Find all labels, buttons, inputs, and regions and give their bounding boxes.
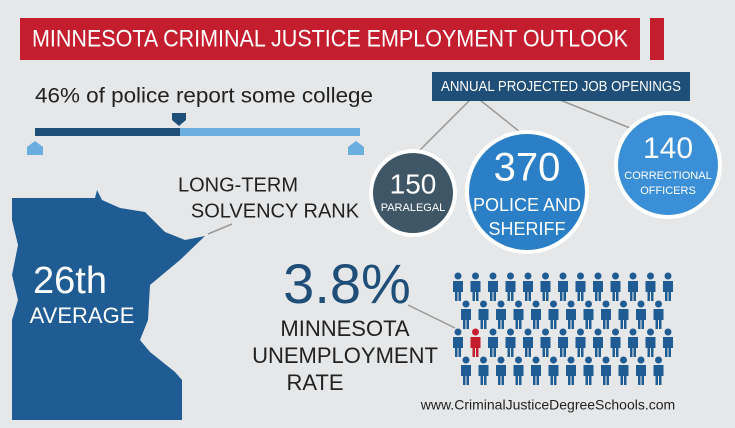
person-icon xyxy=(575,272,586,301)
person-icon xyxy=(470,328,481,357)
openings-label: PARALEGAL xyxy=(381,202,446,214)
solvency-label: SOLVENCY RANK xyxy=(191,200,360,222)
person-icon xyxy=(575,328,586,357)
bar-end-icon xyxy=(348,141,364,155)
person-icon xyxy=(645,328,656,357)
college-text: 46% of police report some college xyxy=(35,85,373,108)
bar-filled xyxy=(35,128,180,136)
person-icon xyxy=(523,328,533,357)
person-icon xyxy=(478,356,489,385)
person-icon xyxy=(488,272,498,301)
person-icon xyxy=(653,356,664,385)
bar-rest xyxy=(180,128,360,136)
correctional-circle xyxy=(618,115,718,215)
person-icon xyxy=(653,300,664,329)
person-icon xyxy=(566,356,576,385)
rank: 26th xyxy=(33,260,107,302)
openings-value: 150 xyxy=(390,168,437,199)
person-icon xyxy=(461,356,471,385)
person-icon xyxy=(513,356,524,385)
bar-marker xyxy=(172,113,186,126)
person-icon xyxy=(610,272,621,301)
police-circle xyxy=(469,134,585,250)
person-icon xyxy=(601,300,611,329)
person-icon xyxy=(488,328,498,357)
person-icon xyxy=(496,300,506,329)
unemployment-label: UNEMPLOYMENT xyxy=(252,343,438,368)
person-icon xyxy=(461,300,471,329)
person-icon xyxy=(453,272,463,301)
person-icon xyxy=(618,356,629,385)
openings-header xyxy=(432,72,690,101)
person-icon xyxy=(663,328,673,357)
person-icon xyxy=(548,356,559,385)
person-icon xyxy=(505,328,516,357)
people-icons xyxy=(453,272,673,385)
person-icon xyxy=(523,272,533,301)
rank-label: AVERAGE xyxy=(30,303,135,328)
person-icon xyxy=(470,272,481,301)
person-icon xyxy=(628,272,638,301)
person-icon xyxy=(513,300,524,329)
person-icon xyxy=(628,328,638,357)
openings-label: OFFICERS xyxy=(640,185,696,197)
person-icon xyxy=(453,328,463,357)
person-icon xyxy=(583,356,594,385)
person-icon xyxy=(531,300,541,329)
person-icon xyxy=(645,272,656,301)
website: www.CriminalJusticeDegreeSchools.com xyxy=(420,397,675,413)
title: MINNESOTA CRIMINAL JUSTICE EMPLOYMENT OU… xyxy=(32,25,628,52)
connector xyxy=(559,99,631,129)
connector xyxy=(407,304,456,329)
minnesota-map xyxy=(12,190,205,420)
person-icon xyxy=(583,300,594,329)
person-icon xyxy=(636,300,646,329)
person-icon xyxy=(496,356,506,385)
openings-title: ANNUAL PROJECTED JOB OPENINGS xyxy=(441,78,681,95)
paralegal-circle xyxy=(373,153,453,233)
openings-value: 140 xyxy=(643,132,693,165)
person-icon xyxy=(663,272,673,301)
person-icon xyxy=(566,300,576,329)
person-icon xyxy=(531,356,541,385)
person-icon xyxy=(558,328,568,357)
openings-label: SHERIFF xyxy=(488,219,565,239)
person-icon xyxy=(636,356,646,385)
person-icon xyxy=(505,272,516,301)
connector xyxy=(479,99,521,133)
person-icon xyxy=(593,328,603,357)
openings-label: CORRECTIONAL xyxy=(624,170,711,182)
connector xyxy=(419,99,471,151)
banner-stripe xyxy=(650,18,664,60)
title-banner xyxy=(20,18,640,60)
person-icon xyxy=(618,300,629,329)
unemployment-rate: 3.8% xyxy=(283,252,411,315)
solvency-label: LONG-TERM xyxy=(178,174,298,196)
person-icon xyxy=(540,328,551,357)
person-icon xyxy=(601,356,611,385)
openings-label: POLICE AND xyxy=(473,195,581,215)
openings-value: 370 xyxy=(494,146,561,190)
person-icon xyxy=(593,272,603,301)
person-icon xyxy=(548,300,559,329)
unemployment-label: MINNESOTA xyxy=(280,316,409,341)
person-icon xyxy=(540,272,551,301)
unemployment-label: RATE xyxy=(286,370,343,395)
bar-start-icon xyxy=(27,141,43,155)
person-icon xyxy=(558,272,568,301)
person-icon xyxy=(610,328,621,357)
person-icon xyxy=(478,300,489,329)
connector xyxy=(207,223,233,235)
